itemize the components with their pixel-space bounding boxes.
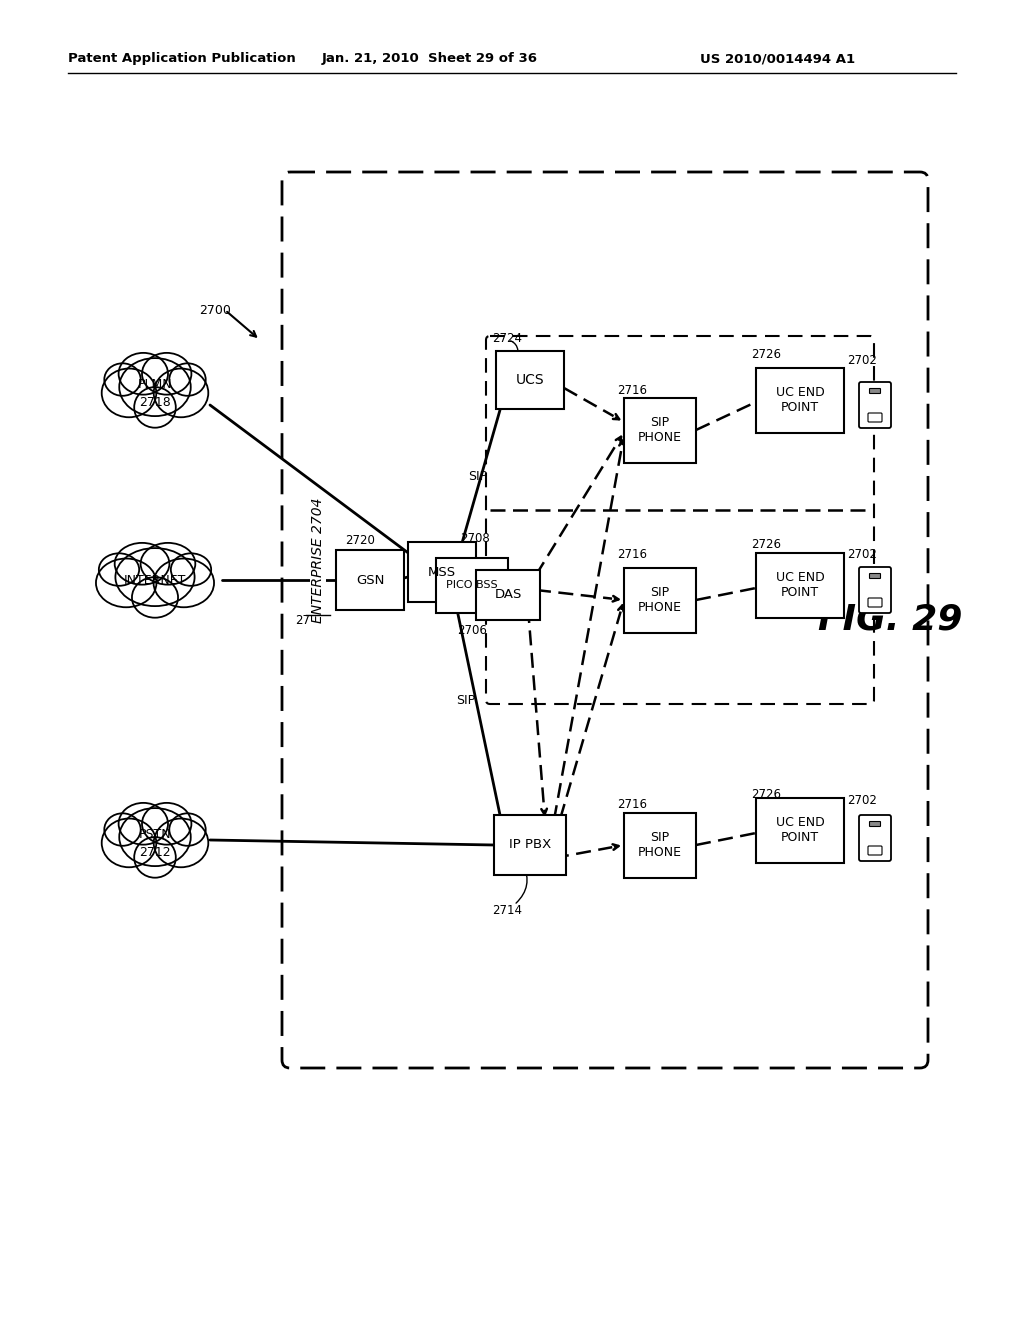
- Text: PSTN: PSTN: [138, 829, 171, 842]
- Ellipse shape: [101, 818, 157, 867]
- Ellipse shape: [96, 558, 157, 607]
- Ellipse shape: [134, 837, 176, 878]
- FancyBboxPatch shape: [756, 367, 844, 433]
- Ellipse shape: [154, 818, 208, 867]
- Ellipse shape: [119, 803, 168, 845]
- Text: FIG. 29: FIG. 29: [818, 603, 963, 638]
- Ellipse shape: [116, 548, 195, 606]
- Text: 2702: 2702: [847, 549, 877, 561]
- FancyBboxPatch shape: [868, 413, 882, 422]
- FancyBboxPatch shape: [868, 846, 882, 855]
- Ellipse shape: [142, 803, 191, 845]
- Text: Patent Application Publication: Patent Application Publication: [68, 51, 296, 65]
- Text: GSN: GSN: [355, 573, 384, 586]
- Text: PICO BSS: PICO BSS: [446, 579, 498, 590]
- FancyBboxPatch shape: [494, 814, 566, 875]
- Ellipse shape: [132, 577, 178, 618]
- Text: US 2010/0014494 A1: US 2010/0014494 A1: [700, 51, 855, 65]
- Text: 2726: 2726: [751, 788, 781, 801]
- FancyBboxPatch shape: [859, 381, 891, 428]
- Ellipse shape: [169, 363, 206, 396]
- Text: 2716: 2716: [617, 549, 647, 561]
- FancyBboxPatch shape: [624, 813, 696, 878]
- Text: IP PBX: IP PBX: [509, 838, 551, 851]
- Text: UC END
POINT: UC END POINT: [775, 385, 824, 414]
- Text: 2706: 2706: [457, 623, 487, 636]
- Text: SIP
PHONE: SIP PHONE: [638, 586, 682, 614]
- FancyBboxPatch shape: [869, 388, 881, 393]
- Ellipse shape: [119, 352, 168, 395]
- Ellipse shape: [104, 363, 140, 396]
- Text: SIP
PHONE: SIP PHONE: [638, 416, 682, 444]
- Text: 2708: 2708: [460, 532, 489, 544]
- Ellipse shape: [154, 368, 208, 417]
- Text: 2726: 2726: [751, 539, 781, 552]
- Text: 2712: 2712: [139, 846, 171, 858]
- FancyBboxPatch shape: [336, 550, 404, 610]
- FancyBboxPatch shape: [869, 573, 881, 578]
- FancyBboxPatch shape: [859, 568, 891, 612]
- Ellipse shape: [171, 553, 211, 586]
- Ellipse shape: [119, 358, 190, 416]
- FancyBboxPatch shape: [496, 351, 564, 409]
- FancyBboxPatch shape: [486, 337, 874, 704]
- Text: INTERNET: INTERNET: [124, 573, 186, 586]
- FancyBboxPatch shape: [868, 598, 882, 607]
- Text: 2702: 2702: [847, 793, 877, 807]
- Ellipse shape: [115, 543, 169, 585]
- FancyBboxPatch shape: [624, 568, 696, 632]
- Text: 2716: 2716: [617, 384, 647, 396]
- Text: 2720: 2720: [345, 533, 375, 546]
- Text: 2724: 2724: [492, 331, 522, 345]
- FancyBboxPatch shape: [859, 814, 891, 861]
- FancyBboxPatch shape: [756, 797, 844, 862]
- Text: ENTERPRISE 2704: ENTERPRISE 2704: [311, 498, 325, 623]
- Text: 2726: 2726: [751, 348, 781, 362]
- Ellipse shape: [134, 387, 176, 428]
- Ellipse shape: [101, 368, 157, 417]
- FancyBboxPatch shape: [624, 397, 696, 462]
- FancyBboxPatch shape: [282, 172, 928, 1068]
- Text: 2718: 2718: [139, 396, 171, 408]
- Text: PLMN: PLMN: [137, 379, 172, 392]
- Text: UC END
POINT: UC END POINT: [775, 572, 824, 599]
- Ellipse shape: [142, 352, 191, 395]
- Ellipse shape: [119, 808, 190, 866]
- Text: UC END
POINT: UC END POINT: [775, 816, 824, 843]
- Text: Jan. 21, 2010  Sheet 29 of 36: Jan. 21, 2010 Sheet 29 of 36: [322, 51, 538, 65]
- FancyBboxPatch shape: [476, 570, 540, 620]
- Text: 2716: 2716: [617, 799, 647, 812]
- Ellipse shape: [99, 553, 139, 586]
- Ellipse shape: [169, 813, 206, 846]
- Text: DAS: DAS: [495, 589, 521, 602]
- Text: SIP: SIP: [457, 693, 475, 706]
- Text: SIP: SIP: [468, 470, 487, 483]
- Ellipse shape: [140, 543, 196, 585]
- Text: 2714: 2714: [492, 903, 522, 916]
- Text: 2710: 2710: [295, 614, 325, 627]
- Text: 2702: 2702: [847, 354, 877, 367]
- Text: 2700: 2700: [199, 304, 231, 317]
- Text: SIP
PHONE: SIP PHONE: [638, 832, 682, 859]
- Ellipse shape: [104, 813, 140, 846]
- FancyBboxPatch shape: [756, 553, 844, 618]
- Text: MSS: MSS: [428, 565, 456, 578]
- Text: UCS: UCS: [516, 374, 545, 387]
- Ellipse shape: [154, 558, 214, 607]
- FancyBboxPatch shape: [436, 557, 508, 612]
- FancyBboxPatch shape: [408, 543, 476, 602]
- FancyBboxPatch shape: [869, 821, 881, 826]
